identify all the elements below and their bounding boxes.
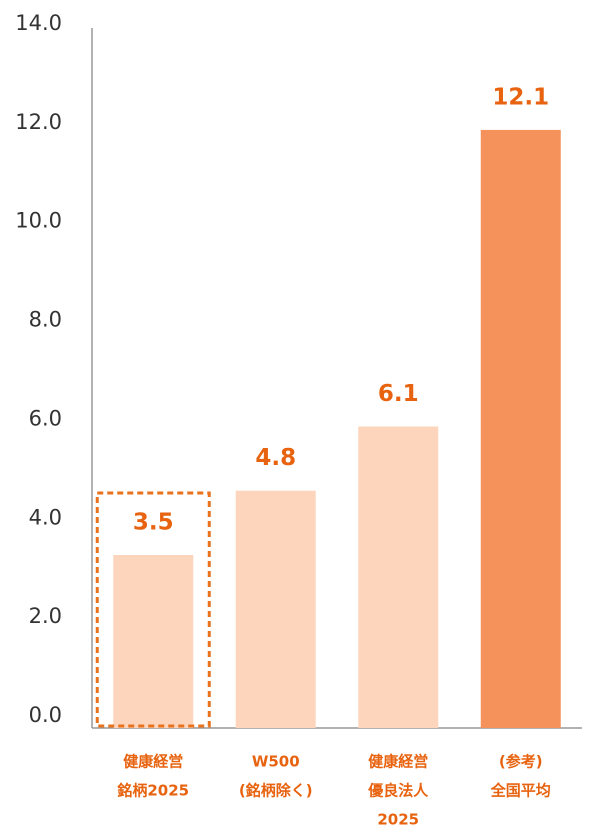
x-tick-label: 銘柄2025 bbox=[117, 782, 189, 800]
value-label: 6.1 bbox=[378, 381, 419, 407]
x-tick-label: 健康経営 bbox=[368, 753, 428, 771]
value-label: 3.5 bbox=[133, 510, 174, 536]
value-label: 12.1 bbox=[492, 84, 549, 110]
y-tick-label: 4.0 bbox=[29, 505, 62, 529]
x-tick-label: 2025 bbox=[377, 811, 419, 829]
y-tick-label: 14.0 bbox=[15, 11, 62, 35]
highlight-box bbox=[95, 491, 211, 728]
y-tick-label: 8.0 bbox=[29, 308, 62, 332]
x-tick-label: 全国平均 bbox=[490, 782, 551, 800]
bar bbox=[235, 490, 316, 728]
bar bbox=[113, 555, 194, 728]
bar bbox=[480, 129, 561, 728]
y-tick-label: 6.0 bbox=[29, 406, 62, 430]
y-tick-label: 0.0 bbox=[29, 703, 62, 727]
bar bbox=[358, 426, 439, 728]
y-tick-label: 2.0 bbox=[29, 604, 62, 628]
x-tick-label: (参考) bbox=[499, 753, 543, 771]
x-tick-label: 健康経営 bbox=[123, 753, 183, 771]
x-tick-label: W500 bbox=[252, 753, 300, 771]
y-tick-label: 12.0 bbox=[15, 110, 62, 134]
x-tick-label: 優良法人 bbox=[367, 782, 429, 800]
value-label: 4.8 bbox=[255, 445, 296, 471]
y-tick-label: 10.0 bbox=[15, 209, 62, 233]
x-tick-label: (銘柄除く) bbox=[239, 782, 313, 800]
